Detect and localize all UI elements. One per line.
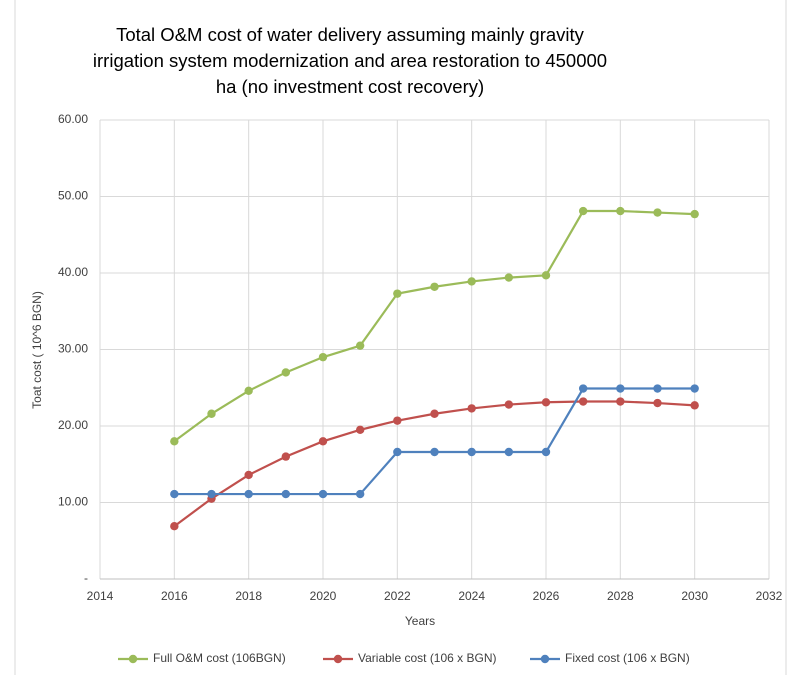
data-point <box>244 386 253 396</box>
data-point <box>355 489 365 499</box>
x-tick-label: 2014 <box>87 589 114 603</box>
data-point <box>281 489 291 499</box>
x-tick-label: 2022 <box>384 589 411 603</box>
data-point <box>653 208 662 217</box>
data-point <box>616 384 625 393</box>
data-point <box>541 271 551 280</box>
x-tick-label: 2020 <box>310 589 337 603</box>
data-point <box>393 289 402 298</box>
data-point <box>504 273 514 282</box>
data-point <box>430 447 439 457</box>
data-point <box>653 384 662 393</box>
x-tick-label: 2030 <box>681 589 708 603</box>
data-point <box>578 397 588 406</box>
series-line <box>174 387 695 496</box>
series-line <box>173 400 695 528</box>
data-point <box>170 489 179 499</box>
x-tick-label: 2028 <box>607 589 634 603</box>
data-point <box>207 409 216 418</box>
data-point <box>504 447 514 457</box>
data-point <box>207 489 216 499</box>
data-point <box>616 206 625 216</box>
data-point <box>355 425 365 435</box>
y-tick-label: 50.00 <box>58 189 88 203</box>
data-point <box>244 470 253 480</box>
data-point <box>690 401 699 410</box>
series-line <box>173 209 695 443</box>
data-point <box>578 384 588 393</box>
data-point <box>318 437 328 446</box>
legend-marker <box>128 654 138 664</box>
x-tick-label: 2018 <box>235 589 262 603</box>
data-point <box>355 341 365 350</box>
data-point <box>244 489 253 499</box>
data-point <box>393 416 402 425</box>
data-point <box>318 352 328 362</box>
x-tick-label: 2016 <box>161 589 188 603</box>
data-point <box>504 400 514 409</box>
data-point <box>467 404 476 413</box>
legend-marker <box>333 654 343 664</box>
data-point <box>653 398 662 408</box>
data-point <box>690 384 699 393</box>
legend-label: Variable cost (106 x BGN) <box>358 651 497 665</box>
data-point <box>430 282 439 291</box>
y-tick-label: 10.00 <box>58 495 88 509</box>
y-axis-label: Toat cost ( 10^6 BGN) <box>30 291 44 409</box>
y-tick-label: 60.00 <box>58 112 88 126</box>
y-tick-label: 20.00 <box>58 418 88 432</box>
data-point <box>393 447 402 457</box>
data-point <box>541 398 551 407</box>
chart-title: Total O&M cost of water delivery assumin… <box>92 24 608 97</box>
data-point <box>467 277 476 286</box>
data-point <box>467 447 476 457</box>
y-tick-label: - <box>84 571 88 585</box>
y-tick-label: 40.00 <box>58 265 88 279</box>
y-tick-label: 30.00 <box>58 342 88 356</box>
legend-label: Full O&M cost (106BGN) <box>153 651 286 665</box>
x-tick-label: 2026 <box>533 589 560 603</box>
data-point <box>281 368 291 377</box>
legend-marker <box>540 654 550 664</box>
data-point <box>170 437 179 446</box>
x-tick-label: 2024 <box>458 589 485 603</box>
data-point <box>318 489 328 499</box>
data-point <box>541 447 551 457</box>
data-point <box>430 409 439 418</box>
data-point <box>616 397 625 406</box>
x-axis-label: Years <box>405 614 435 628</box>
x-tick-label: 2032 <box>756 589 783 603</box>
data-point <box>281 452 291 461</box>
data-point <box>690 209 699 219</box>
legend-label: Fixed cost (106 x BGN) <box>565 651 690 665</box>
data-point <box>170 522 179 531</box>
data-point <box>578 206 588 216</box>
